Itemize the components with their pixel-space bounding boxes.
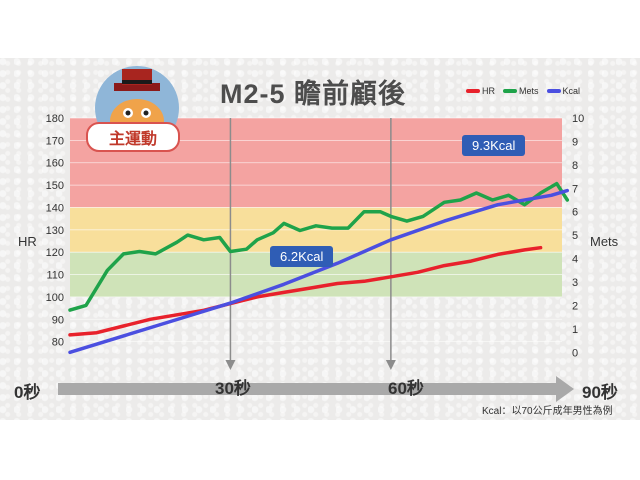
y-right-tick-10: 10 <box>572 113 584 125</box>
y-left-tick-160: 160 <box>46 158 64 170</box>
y-right-tick-2: 2 <box>572 300 578 312</box>
y-right-tick-5: 5 <box>572 230 578 242</box>
y-left-tick-170: 170 <box>46 135 64 147</box>
series-line-hr <box>68 245 543 337</box>
timeline-start: 0秒 <box>14 383 41 402</box>
y-right-tick-9: 9 <box>572 136 578 148</box>
chart-title: M2-5 瞻前顧後 <box>220 79 407 109</box>
main-exercise-badge: 主運動 <box>86 122 180 152</box>
legend-label-hr: HR <box>482 86 495 96</box>
legend-label-kcal: Kcal <box>562 86 581 96</box>
legend-item-mets: Mets <box>503 86 539 96</box>
chart-legend: HR Mets Kcal <box>466 86 580 96</box>
y-left-tick-150: 150 <box>46 180 64 192</box>
callout-kcal-60: 6.2Kcal <box>270 246 334 267</box>
legend-item-kcal: Kcal <box>546 86 581 96</box>
y-left-axis-label: HR <box>18 234 37 249</box>
timeline-arrowhead <box>556 376 574 402</box>
marker-arrow-30 <box>225 360 236 370</box>
footnote: Kcal：以70公斤成年男性為例 <box>482 406 613 417</box>
legend-swatch-hr <box>466 89 480 93</box>
y-left-tick-90: 90 <box>52 314 64 326</box>
y-left-tick-130: 130 <box>46 225 64 237</box>
y-left-tick-140: 140 <box>46 202 64 214</box>
y-right-tick-1: 1 <box>572 324 578 336</box>
marker-arrow-60 <box>385 360 396 370</box>
y-left-tick-100: 100 <box>46 292 64 304</box>
y-right-tick-7: 7 <box>572 183 578 195</box>
y-left-tick-180: 180 <box>46 113 64 125</box>
legend-label-mets: Mets <box>519 86 539 96</box>
timeline-bar <box>58 383 556 395</box>
y-right-tick-3: 3 <box>572 277 578 289</box>
callout-kcal-90: 9.3Kcal <box>462 135 526 156</box>
y-left-tick-120: 120 <box>46 247 64 259</box>
legend-swatch-kcal <box>546 89 561 93</box>
y-left-tick-80: 80 <box>52 337 64 349</box>
series-line-mets <box>68 181 570 312</box>
legend-swatch-mets <box>503 89 517 93</box>
y-right-axis-label: Mets <box>590 234 619 249</box>
y-right-tick-8: 8 <box>572 160 578 172</box>
timeline-end: 90秒 <box>582 383 618 402</box>
y-right-tick-6: 6 <box>572 207 578 219</box>
y-right-tick-0: 0 <box>572 347 578 359</box>
legend-item-hr: HR <box>466 86 495 96</box>
y-right-tick-4: 4 <box>572 254 578 266</box>
timeline-30s: 30秒 <box>215 379 251 398</box>
y-left-tick-110: 110 <box>46 270 64 282</box>
series-line-kcal <box>68 188 570 355</box>
timeline-60s: 60秒 <box>388 379 424 398</box>
